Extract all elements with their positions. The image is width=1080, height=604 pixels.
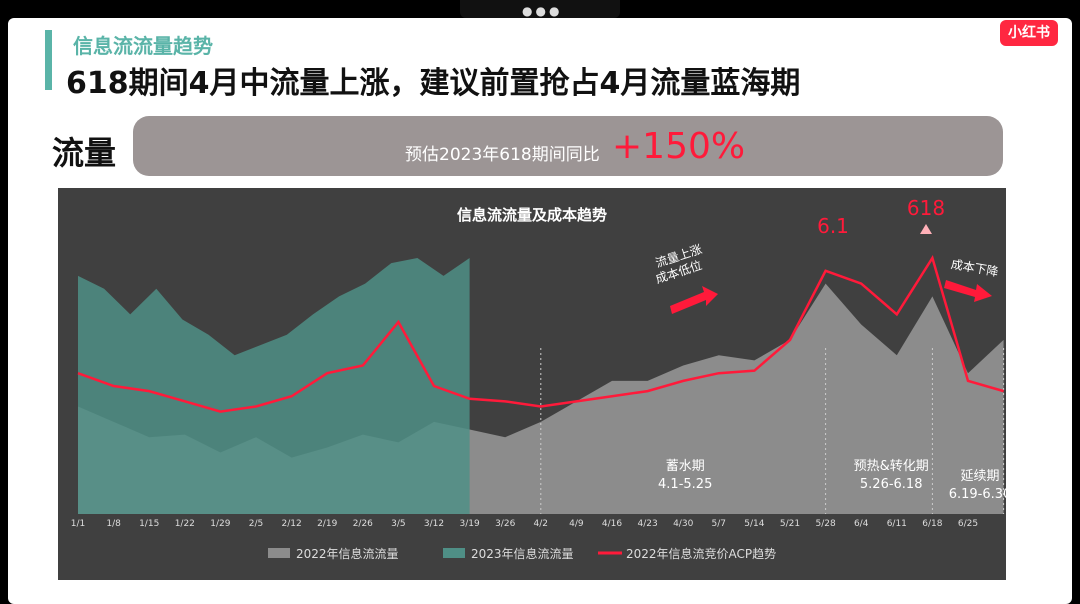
page-subtitle: 信息流流量趋势 <box>73 34 213 58</box>
series-acp-line <box>77 254 1004 413</box>
legend-label-2: 2022年信息流竞价ACP趋势 <box>626 546 776 561</box>
chart-title: 信息流流量及成本趋势 <box>457 206 607 224</box>
legend-swatch-1 <box>443 548 465 558</box>
window-top-bar <box>460 0 620 18</box>
annotation-cost-down: 成本下降 <box>950 257 1000 279</box>
x-tick-label: 3/19 <box>459 519 479 529</box>
phase-name-2: 延续期 <box>960 469 999 484</box>
annotation-peak-6-1: 6.1 <box>817 214 849 238</box>
x-tick-label: 1/8 <box>106 519 121 529</box>
x-tick-label: 5/21 <box>780 519 800 529</box>
page-title: 618期间4月中流量上涨，建议前置抢占4月流量蓝海期 <box>66 66 801 101</box>
x-tick-label: 4/30 <box>673 519 693 529</box>
x-tick-label: 6/11 <box>887 519 907 529</box>
x-tick-label: 6/25 <box>958 519 978 529</box>
x-tick-label: 3/26 <box>495 519 515 529</box>
legend-swatch-0 <box>268 548 290 558</box>
phase-range-1: 5.26-6.18 <box>860 477 923 492</box>
x-tick-label: 2/19 <box>317 519 337 529</box>
x-tick-label: 1/1 <box>71 519 85 529</box>
x-tick-label: 5/14 <box>744 519 764 529</box>
x-tick-label: 2/5 <box>249 519 263 529</box>
xiaohongshu-logo: 小红书 <box>1000 20 1058 46</box>
annotation-peak-618: 618 <box>907 196 945 220</box>
x-tick-label: 2/26 <box>353 519 373 529</box>
phase-name-1: 预热&转化期 <box>854 459 929 474</box>
arrow-down-icon <box>944 280 992 302</box>
x-tick-label: 6/4 <box>854 519 869 529</box>
x-tick-label: 3/12 <box>424 519 444 529</box>
phase-range-0: 4.1-5.25 <box>658 477 712 492</box>
x-tick-label: 2/12 <box>281 519 301 529</box>
legend-label-1: 2023年信息流流量 <box>471 546 574 561</box>
summary-pill <box>133 116 1003 176</box>
x-tick-label: 1/22 <box>175 519 195 529</box>
x-tick-label: 4/23 <box>637 519 657 529</box>
x-tick-label: 6/18 <box>922 519 942 529</box>
section-label: 流量 <box>52 134 117 172</box>
more-dots-icon[interactable]: ●●● <box>522 4 563 18</box>
summary-value: +150% <box>612 126 746 167</box>
x-tick-label: 1/15 <box>139 519 159 529</box>
x-tick-label: 4/16 <box>602 519 622 529</box>
x-tick-label: 5/7 <box>712 519 726 529</box>
title-accent-bar <box>45 30 52 90</box>
peak-marker-icon <box>920 224 932 234</box>
x-tick-label: 5/28 <box>815 519 835 529</box>
x-tick-label: 4/9 <box>569 519 584 529</box>
arrow-up-icon <box>670 286 718 314</box>
phase-name-0: 蓄水期 <box>666 459 705 474</box>
series-2023-traffic-area <box>78 258 470 514</box>
phase-range-2: 6.19-6.30 <box>949 487 1006 502</box>
x-tick-label: 4/2 <box>534 519 548 529</box>
legend-label-0: 2022年信息流流量 <box>296 546 399 561</box>
summary-text: 预估2023年618期间同比 <box>405 145 600 165</box>
x-tick-label: 1/29 <box>210 519 230 529</box>
x-tick-label: 3/5 <box>391 519 405 529</box>
